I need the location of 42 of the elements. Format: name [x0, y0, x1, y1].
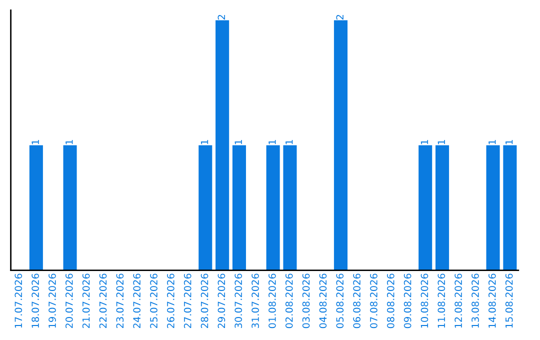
- data-label: 1: [506, 140, 513, 144]
- x-tick-label: 13.08.2026: [472, 274, 479, 328]
- x-tick-label: 29.07.2026: [218, 274, 226, 328]
- x-tick-label: 20.07.2026: [65, 274, 73, 328]
- data-label: 1: [66, 140, 73, 144]
- x-tick-label: 02.08.2026: [285, 274, 293, 328]
- x-tick-label: 28.07.2026: [200, 274, 208, 328]
- x-tick-label: 15.08.2026: [505, 274, 513, 328]
- data-label: 1: [488, 140, 496, 144]
- x-tick-label: 14.08.2026: [488, 274, 496, 328]
- x-tick-label: 12.08.2026: [454, 274, 462, 328]
- x-tick-label: 19.07.2026: [48, 274, 56, 328]
- x-tick-label: 31.07.2026: [252, 274, 259, 328]
- data-label: 2: [218, 14, 225, 20]
- x-tick-label: 27.07.2026: [184, 274, 192, 328]
- x-tick-label: 05.08.2026: [336, 274, 344, 328]
- x-tick-label: 03.08.2026: [302, 274, 310, 328]
- x-tick-label: 17.07.2026: [14, 274, 22, 328]
- x-tick-label: 23.07.2026: [116, 274, 124, 328]
- data-label: 1: [268, 140, 276, 144]
- x-tick-label: 07.08.2026: [370, 274, 378, 328]
- data-label: 1: [438, 140, 445, 144]
- x-tick-label: 18.07.2026: [32, 274, 39, 328]
- x-tick-label: 25.07.2026: [150, 274, 158, 328]
- x-tick-label: 26.07.2026: [167, 274, 174, 328]
- x-tick-label: 01.08.2026: [268, 274, 276, 328]
- data-label: 1: [234, 140, 242, 144]
- x-tick-label: 09.08.2026: [404, 274, 412, 328]
- data-label: 1: [32, 140, 39, 144]
- data-label: 2: [336, 14, 344, 20]
- x-tick-label: 04.08.2026: [319, 274, 327, 328]
- x-tick-label: 06.08.2026: [353, 274, 360, 328]
- x-tick-label: 24.07.2026: [133, 274, 141, 328]
- x-tick-label: 08.08.2026: [386, 274, 394, 328]
- data-label: 1: [286, 140, 293, 144]
- x-tick-label: 10.08.2026: [420, 274, 428, 328]
- data-label: 1: [420, 140, 428, 144]
- x-tick-label: 22.07.2026: [99, 274, 107, 328]
- x-tick-label: 11.08.2026: [438, 274, 446, 328]
- data-label: 1: [200, 140, 208, 144]
- x-tick-label: 21.07.2026: [82, 274, 90, 328]
- x-tick-label: 30.07.2026: [234, 274, 242, 328]
